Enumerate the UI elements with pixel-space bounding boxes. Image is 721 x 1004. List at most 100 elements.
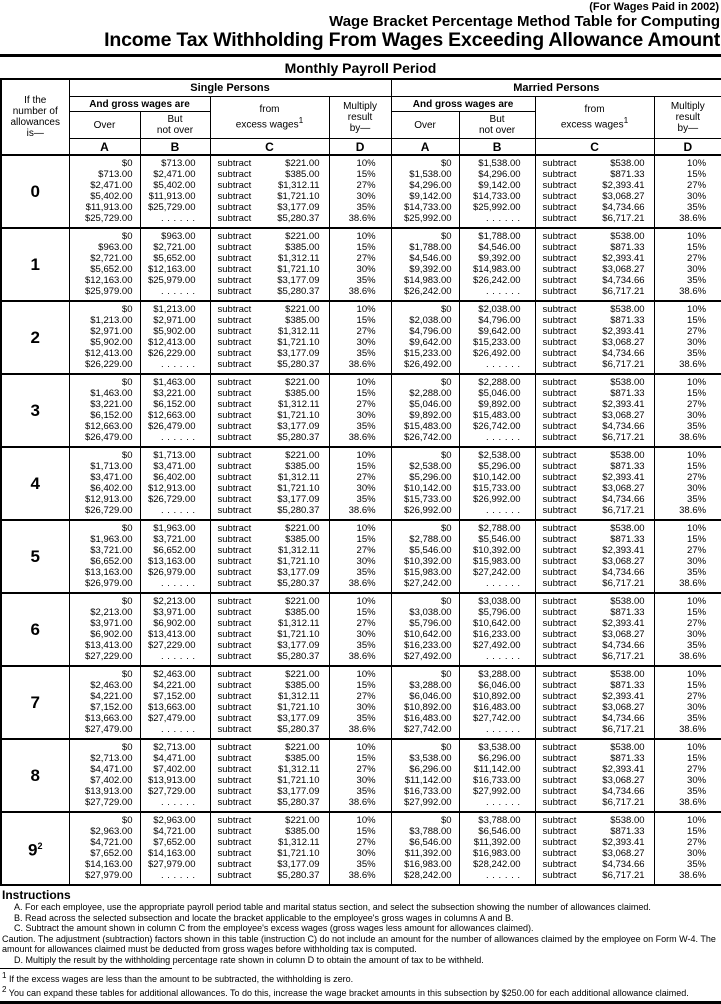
- not-over-value: $15,983.00: [473, 556, 521, 567]
- multiply-rate-value: 15%: [687, 680, 707, 691]
- not-over-value: $963.00: [161, 231, 196, 242]
- married-wages-over-cell: $0 $2,288.00 $5,046.00 $9,892.00 $15,483.00 $…: [390, 373, 460, 448]
- not-over-value: $13,913.00: [147, 775, 196, 786]
- subtract-amount: $871.33: [610, 388, 645, 399]
- subtract-word: subtract: [217, 158, 252, 169]
- subtract-line: subtract $5,280.37: [211, 213, 329, 224]
- allowance-count-label: 0: [0, 154, 70, 229]
- subtract-line: subtract $5,280.37: [211, 724, 329, 735]
- not-over-open-ended: . . . . . .: [486, 797, 521, 808]
- instruction-item: A. For each employee, use the appropriat…: [14, 902, 651, 912]
- married-subtract-cell: subtract $538.00 subtract $871.33 subtract $2…: [534, 227, 655, 302]
- not-over-value: $11,392.00: [473, 837, 521, 848]
- subtract-word: subtract: [217, 450, 252, 461]
- subtract-word: subtract: [542, 253, 577, 264]
- not-over-value: $25,729.00: [147, 202, 196, 213]
- not-over-value: $2,963.00: [153, 815, 196, 826]
- subtract-word: subtract: [542, 523, 577, 534]
- subtract-amount: $2,393.41: [602, 764, 645, 775]
- footnote-item: 2 You can expand these tables for additi…: [2, 984, 689, 998]
- subtract-line: subtract $6,717.21: [536, 797, 654, 808]
- married-wages-not-over-cell: $3,538.00 $6,296.00 $11,142.00 $16,733.00 $2…: [458, 738, 536, 813]
- not-over-value: $27,479.00: [147, 713, 196, 724]
- multiply-rate-value: 27%: [356, 618, 376, 629]
- multiply-rate-value: 27%: [356, 253, 376, 264]
- not-over-value: $2,471.00: [153, 169, 196, 180]
- multiply-rate-value: 15%: [356, 461, 376, 472]
- not-over-value: $1,463.00: [153, 377, 196, 388]
- allowance-count-label: 5: [0, 519, 70, 594]
- subtract-line: subtract $538.00: [536, 742, 654, 753]
- subtract-amount: $1,721.10: [277, 264, 320, 275]
- over-value: $1,213.00: [90, 315, 133, 326]
- not-over-value: $9,892.00: [478, 399, 521, 410]
- single-persons-header: Single Persons: [68, 78, 392, 97]
- subtract-amount: $1,312.11: [277, 399, 320, 410]
- not-over-value: $26,729.00: [147, 494, 196, 505]
- subtract-word: subtract: [542, 545, 577, 556]
- column-letter-b: B: [139, 138, 211, 156]
- multiply-rate-value: 35%: [687, 202, 707, 213]
- single-excess-wages-header: from excess wages1: [209, 96, 330, 139]
- multiply-rate-value: 30%: [687, 848, 707, 859]
- over-value: $25,729.00: [84, 213, 133, 224]
- subtract-word: subtract: [542, 837, 577, 848]
- subtract-amount: $6,717.21: [602, 359, 645, 370]
- married-multiply-rate-cell: 10% 15% 27% 30% 35% 38.6%: [653, 154, 721, 229]
- married-subtract-cell: subtract $538.00 subtract $871.33 subtract $2…: [534, 738, 655, 813]
- subtract-line: subtract $3,068.27: [536, 483, 654, 494]
- subtract-line: subtract $221.00: [211, 815, 329, 826]
- multiply-rate-value: 30%: [356, 775, 376, 786]
- not-over-value: $2,713.00: [153, 742, 196, 753]
- single-multiply-rate-cell: 10% 15% 27% 30% 35% 38.6%: [328, 738, 392, 813]
- title-divider: [0, 54, 721, 57]
- over-value: $26,979.00: [84, 578, 133, 589]
- subtract-word: subtract: [542, 275, 577, 286]
- subtract-line: subtract $3,177.09: [211, 348, 329, 359]
- subtract-word: subtract: [217, 421, 252, 432]
- not-over-value: $25,992.00: [473, 202, 521, 213]
- subtract-line: subtract $3,068.27: [536, 556, 654, 567]
- subtract-word: subtract: [217, 388, 252, 399]
- subtract-word: subtract: [542, 315, 577, 326]
- over-value: $27,242.00: [404, 578, 452, 589]
- subtract-word: subtract: [542, 377, 577, 388]
- subtract-amount: $1,312.11: [277, 545, 320, 556]
- over-value: $11,392.00: [404, 848, 452, 859]
- subtract-amount: $385.00: [285, 242, 320, 253]
- subtract-amount: $1,721.10: [277, 337, 320, 348]
- subtract-line: subtract $5,280.37: [211, 797, 329, 808]
- multiply-rate-value: 38.6%: [679, 724, 707, 735]
- married-multiply-rate-cell: 10% 15% 27% 30% 35% 38.6%: [653, 227, 721, 302]
- married-subtract-cell: subtract $538.00 subtract $871.33 subtract $2…: [534, 811, 655, 886]
- over-value: $4,721.00: [90, 837, 133, 848]
- subtract-word: subtract: [217, 202, 252, 213]
- column-letter-a: A: [68, 138, 141, 156]
- multiply-rate-value: 35%: [356, 421, 376, 432]
- not-over-value: $4,221.00: [153, 680, 196, 691]
- excess-header-line2: excess wages: [560, 119, 624, 131]
- wages-paid-year-tagline: (For Wages Paid in 2002): [589, 1, 719, 13]
- multiply-rate-value: 35%: [687, 421, 707, 432]
- subtract-line: subtract $871.33: [536, 242, 654, 253]
- not-over-value: $6,652.00: [153, 545, 196, 556]
- not-over-open-ended: . . . . . .: [160, 578, 196, 589]
- allowance-count-label: 1: [0, 227, 70, 302]
- not-over-open-ended: . . . . . .: [486, 213, 521, 224]
- multiply-rate-value: 30%: [356, 629, 376, 640]
- subtract-line: subtract $871.33: [536, 607, 654, 618]
- not-over-value: $2,463.00: [153, 669, 196, 680]
- subtract-amount: $6,717.21: [602, 213, 645, 224]
- subtract-word: subtract: [217, 713, 252, 724]
- multiply-rate-value: 15%: [356, 680, 376, 691]
- subtract-amount: $3,177.09: [277, 275, 320, 286]
- not-over-value: $26,242.00: [473, 275, 521, 286]
- multiply-rate-value: 27%: [687, 691, 707, 702]
- subtract-line: subtract $2,393.41: [536, 180, 654, 191]
- not-over-value: $713.00: [161, 158, 196, 169]
- multiply-rate-value: 15%: [687, 826, 707, 837]
- multiply-rate-value: 35%: [356, 713, 376, 724]
- single-wages-not-over-cell: $713.00 $2,471.00 $5,402.00 $11,913.00 $25,7…: [139, 154, 211, 229]
- not-over-open-ended: . . . . . .: [160, 870, 196, 881]
- multiply-rate-value: 38.6%: [679, 578, 707, 589]
